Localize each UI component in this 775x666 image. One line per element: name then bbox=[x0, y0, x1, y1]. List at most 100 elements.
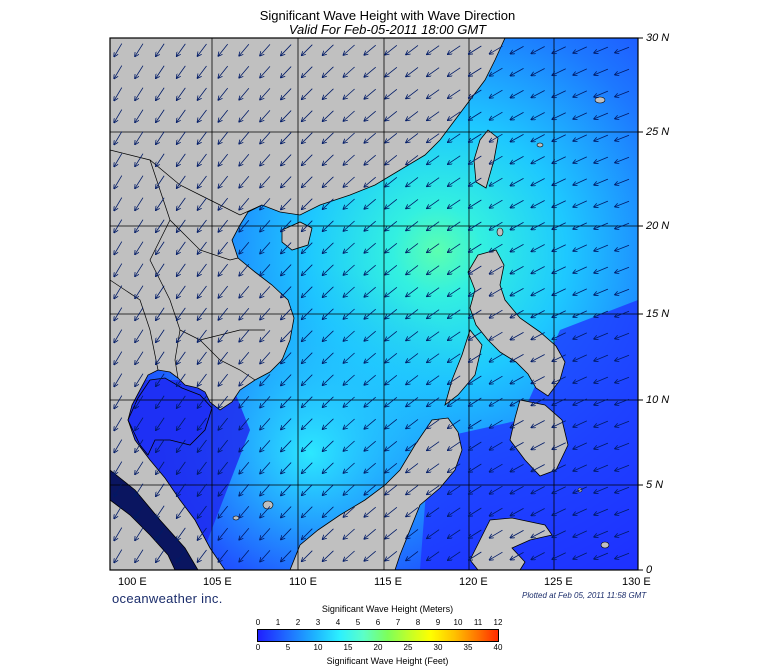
wave-direction-arrow bbox=[135, 131, 144, 145]
wave-direction-arrow bbox=[531, 266, 545, 274]
wave-direction-arrow bbox=[364, 110, 376, 121]
wave-direction-arrow bbox=[552, 464, 566, 472]
wave-direction-arrow bbox=[573, 310, 587, 317]
wave-direction-arrow bbox=[323, 440, 334, 451]
wave-direction-arrow bbox=[531, 508, 545, 516]
wave-direction-arrow bbox=[406, 133, 419, 142]
wave-direction-arrow bbox=[302, 550, 313, 562]
wave-direction-arrow bbox=[552, 354, 566, 362]
wave-direction-arrow bbox=[594, 112, 609, 119]
wave-direction-arrow bbox=[302, 176, 313, 188]
wave-direction-arrow bbox=[490, 551, 503, 560]
wave-direction-arrow bbox=[573, 288, 587, 295]
wave-direction-arrow bbox=[323, 396, 334, 407]
wave-direction-arrow bbox=[594, 266, 609, 273]
legend-tick-ft: 10 bbox=[313, 643, 323, 652]
wave-direction-arrow bbox=[469, 331, 482, 340]
legend-title-meters: Significant Wave Height (Meters) bbox=[321, 604, 454, 614]
wave-direction-arrow bbox=[218, 483, 228, 496]
wave-direction-arrow bbox=[197, 241, 207, 254]
wave-direction-arrow bbox=[531, 464, 545, 472]
wave-direction-arrow bbox=[135, 461, 144, 475]
wave-direction-arrow bbox=[427, 463, 440, 473]
wave-direction-arrow bbox=[615, 68, 630, 74]
legend-title-feet: Significant Wave Height (Feet) bbox=[326, 656, 449, 666]
wave-direction-arrow bbox=[218, 109, 228, 122]
wave-direction-arrow bbox=[218, 65, 228, 78]
wave-direction-arrow bbox=[364, 154, 376, 165]
wave-direction-arrow bbox=[385, 418, 398, 428]
wave-direction-arrow bbox=[323, 242, 334, 253]
wave-direction-arrow bbox=[469, 89, 482, 98]
wave-direction-arrow bbox=[490, 133, 503, 142]
wave-direction-arrow bbox=[573, 530, 587, 537]
wave-direction-arrow bbox=[260, 308, 271, 319]
wave-direction-arrow bbox=[364, 462, 376, 473]
wave-direction-arrow bbox=[239, 506, 250, 517]
wave-direction-arrow bbox=[552, 530, 566, 538]
wave-direction-arrow bbox=[385, 88, 398, 98]
wave-direction-arrow bbox=[448, 89, 461, 98]
wave-direction-arrow bbox=[594, 134, 609, 141]
wave-direction-arrow bbox=[448, 199, 461, 208]
wave-direction-arrow bbox=[427, 397, 440, 407]
wave-direction-arrow bbox=[448, 155, 461, 164]
wave-direction-arrow bbox=[364, 374, 376, 385]
wave-direction-arrow bbox=[469, 397, 482, 406]
wave-direction-arrow bbox=[573, 112, 587, 119]
legend-tick-m: 9 bbox=[435, 618, 441, 627]
wave-direction-arrow bbox=[260, 418, 271, 429]
wave-direction-arrow bbox=[239, 220, 250, 231]
wave-direction-arrow bbox=[406, 353, 419, 362]
wave-direction-arrow bbox=[552, 442, 566, 450]
wave-direction-arrow bbox=[239, 264, 250, 275]
wave-direction-arrow bbox=[594, 288, 609, 295]
wave-direction-arrow bbox=[406, 177, 419, 186]
wave-direction-arrow bbox=[469, 67, 482, 76]
wave-direction-arrow bbox=[135, 219, 144, 233]
wave-direction-arrow bbox=[448, 441, 461, 450]
wave-direction-arrow bbox=[385, 198, 398, 208]
legend-tick-m: 11 bbox=[473, 618, 483, 627]
wave-direction-arrow bbox=[615, 244, 630, 250]
wave-direction-arrow bbox=[406, 397, 419, 406]
wave-direction-arrow bbox=[427, 265, 440, 275]
wave-direction-arrow bbox=[323, 44, 334, 55]
wave-direction-arrow bbox=[302, 110, 313, 122]
wave-direction-arrow bbox=[323, 330, 334, 341]
wave-direction-arrow bbox=[427, 243, 440, 253]
wave-direction-arrow bbox=[197, 65, 207, 78]
wave-direction-arrow bbox=[615, 112, 630, 118]
wave-direction-arrow bbox=[490, 45, 503, 54]
wave-direction-arrow bbox=[364, 352, 376, 363]
lat-label-25n: 25 N bbox=[646, 126, 670, 138]
wave-direction-arrow bbox=[490, 441, 503, 450]
wave-direction-arrow bbox=[552, 134, 566, 142]
wave-direction-arrow bbox=[260, 484, 271, 495]
wave-direction-arrow bbox=[114, 219, 123, 233]
wave-direction-arrow bbox=[531, 156, 545, 164]
wave-direction-arrow bbox=[385, 462, 398, 472]
wave-direction-arrow bbox=[448, 353, 461, 362]
wave-direction-arrow bbox=[114, 351, 123, 365]
wave-direction-arrow bbox=[427, 199, 440, 209]
wave-direction-arrow bbox=[302, 286, 313, 298]
wave-direction-arrow bbox=[114, 549, 123, 563]
wave-direction-arrow bbox=[406, 111, 419, 120]
wave-direction-arrow bbox=[156, 439, 165, 452]
legend-tick-ft: 35 bbox=[463, 643, 473, 652]
wave-direction-arrow bbox=[531, 222, 545, 230]
wave-direction-arrow bbox=[218, 373, 228, 386]
wave-direction-arrow bbox=[260, 220, 271, 231]
wave-direction-arrow bbox=[510, 419, 524, 427]
wave-direction-arrow bbox=[385, 176, 398, 186]
wave-direction-arrow bbox=[343, 154, 355, 165]
wave-direction-arrow bbox=[323, 308, 334, 319]
wave-direction-arrow bbox=[385, 66, 398, 76]
wave-direction-arrow bbox=[364, 440, 376, 451]
wave-direction-arrow bbox=[469, 551, 482, 560]
wave-direction-arrow bbox=[490, 507, 503, 516]
wave-direction-arrow bbox=[448, 375, 461, 384]
wave-direction-arrow bbox=[573, 156, 587, 163]
wave-direction-arrow bbox=[615, 420, 630, 426]
